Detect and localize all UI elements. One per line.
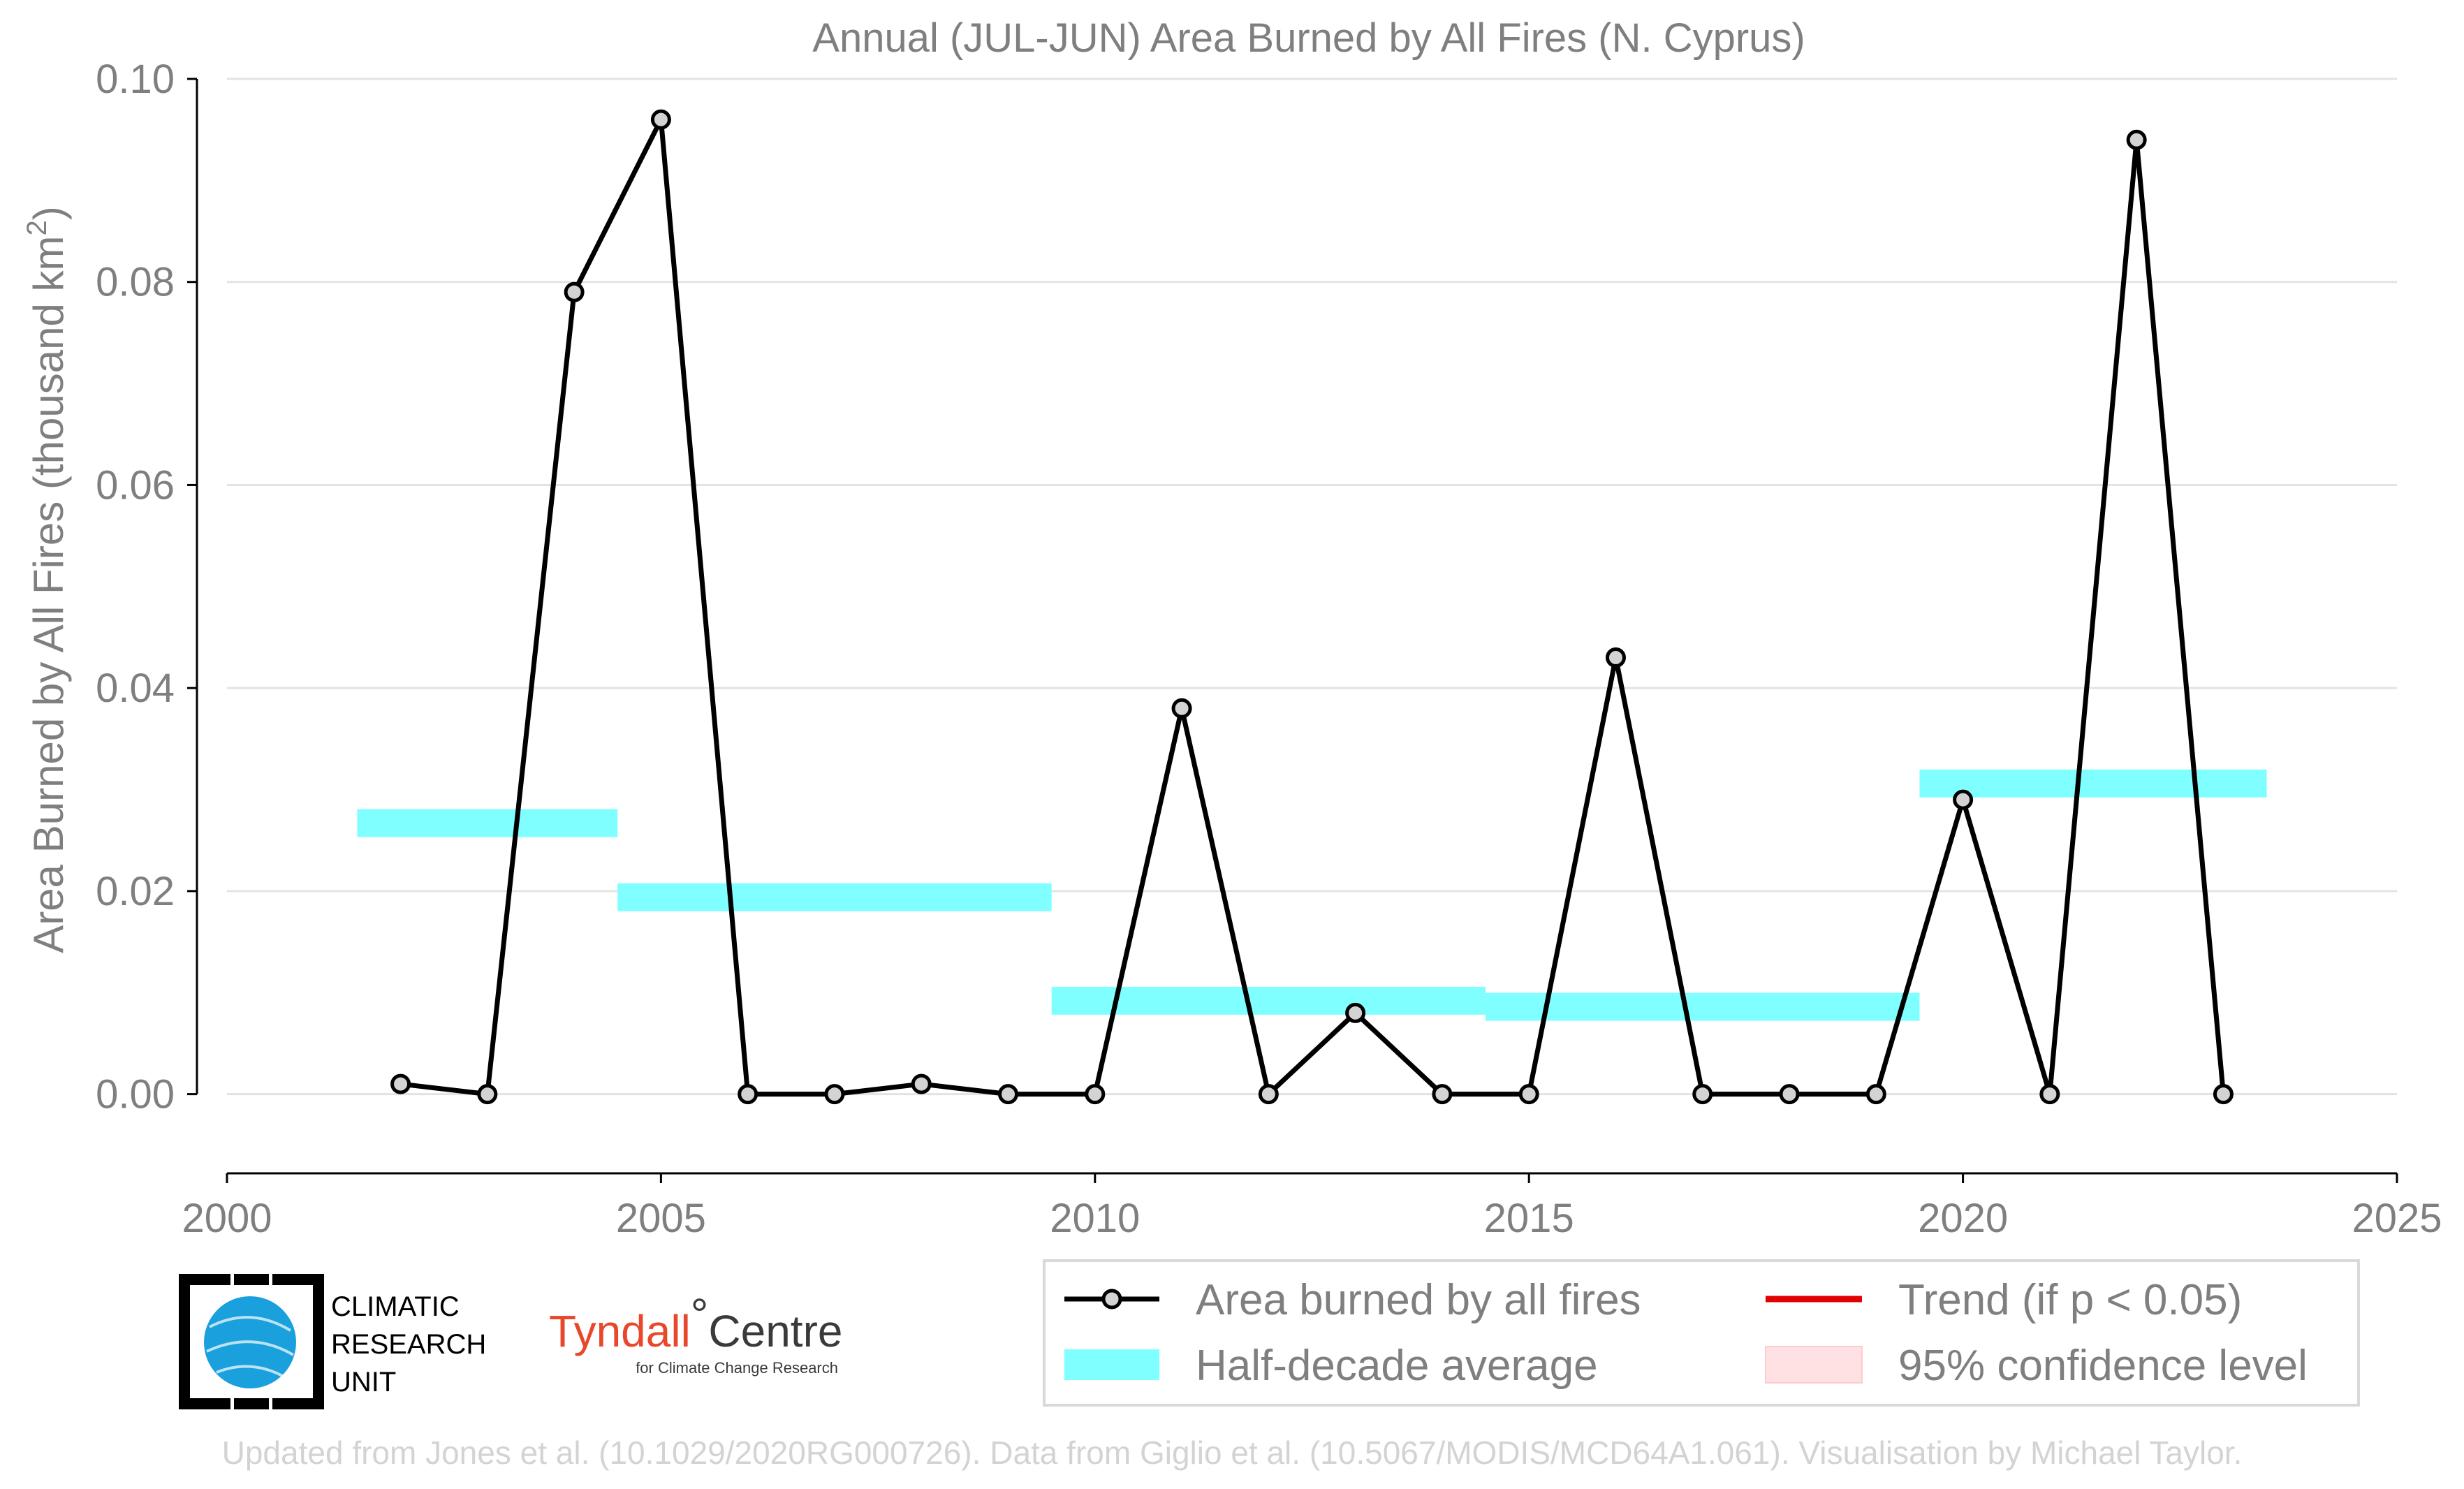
x-tick-label: 2020: [1918, 1196, 2008, 1241]
footer-credits: Updated from Jones et al. (10.1029/2020R…: [222, 1435, 2243, 1471]
half-decade-band: [1051, 986, 1486, 1015]
data-point: [650, 109, 671, 130]
chart-title: Annual (JUL-JUN) Area Burned by All Fire…: [812, 15, 1805, 61]
half-decade-band: [1919, 769, 2267, 798]
tyndall-logo: Tyndall°Centre for Climate Change Resear…: [549, 1289, 842, 1377]
y-tick-label: 0.06: [96, 462, 175, 508]
half-decade-band: [357, 809, 618, 837]
data-point: [738, 1084, 758, 1105]
legend-label-trend: Trend (if p < 0.05): [1898, 1276, 2242, 1324]
data-point: [1605, 647, 1626, 668]
data-point: [911, 1073, 932, 1094]
legend-label-area-burned: Area burned by all fires: [1196, 1276, 1641, 1324]
data-point: [1518, 1084, 1539, 1105]
legend-label-confidence: 95% confidence level: [1898, 1342, 2308, 1390]
data-point: [2039, 1084, 2060, 1105]
data-point: [1692, 1084, 1713, 1105]
y-tick-label: 0.02: [96, 869, 175, 914]
data-point: [564, 281, 585, 302]
y-axis-title: Area Burned by All Fires (thousand km2): [22, 206, 72, 953]
cru-bracket-icon: [179, 1274, 324, 1409]
y-axis: 0.00 0.02 0.04 0.06 0.08 0.10: [96, 57, 198, 1117]
data-point: [390, 1073, 411, 1094]
data-point: [1865, 1084, 1886, 1105]
x-axis: 2000 2005 2010 2015 2020 2025: [182, 1172, 2442, 1241]
legend-marker-swatch: [1101, 1289, 1122, 1310]
legend-band-swatch: [1064, 1349, 1159, 1380]
x-tick-label: 2005: [616, 1196, 706, 1241]
y-tick-label: 0.10: [96, 57, 175, 102]
data-point: [1085, 1084, 1106, 1105]
cru-text-line-2: RESEARCH: [331, 1329, 486, 1360]
data-point: [998, 1084, 1019, 1105]
data-point: [1953, 789, 1974, 810]
grid-lines: [227, 78, 2397, 1096]
x-tick-label: 2025: [2352, 1196, 2442, 1241]
data-point: [2126, 129, 2147, 150]
cru-text-line-3: UNIT: [331, 1367, 396, 1398]
data-point: [1432, 1084, 1453, 1105]
series-line: [400, 117, 2226, 1097]
y-tick-label: 0.08: [96, 260, 175, 305]
y-tick-label: 0.00: [96, 1072, 175, 1117]
legend-frame: [1043, 1259, 2360, 1407]
y-tick-label: 0.04: [96, 666, 175, 711]
tyndall-subtitle: for Climate Change Research: [636, 1359, 838, 1377]
cru-logo: CLIMATIC RESEARCH UNIT: [179, 1274, 486, 1409]
half-decade-average-bands: [357, 769, 2267, 1021]
x-tick-label: 2000: [182, 1196, 272, 1241]
data-point: [1258, 1084, 1279, 1105]
area-burned-series: [390, 109, 2234, 1105]
data-point: [1779, 1084, 1800, 1105]
data-point: [1345, 1002, 1366, 1023]
data-point: [1171, 698, 1192, 719]
legend-label-half-decade: Half-decade average: [1196, 1342, 1598, 1390]
half-decade-band: [1486, 992, 1920, 1021]
cru-text-line-1: CLIMATIC: [331, 1291, 460, 1322]
legend: Area burned by all fires Trend (if p < 0…: [1043, 1259, 2360, 1407]
x-tick-label: 2010: [1050, 1196, 1140, 1241]
data-point: [477, 1084, 498, 1105]
legend-confidence-swatch: [1765, 1346, 1863, 1384]
x-tick-label: 2015: [1484, 1196, 1574, 1241]
data-point: [824, 1084, 845, 1105]
tyndall-wordmark: Tyndall°Centre: [549, 1289, 842, 1356]
data-point: [2213, 1084, 2234, 1105]
half-decade-band: [617, 883, 1052, 911]
